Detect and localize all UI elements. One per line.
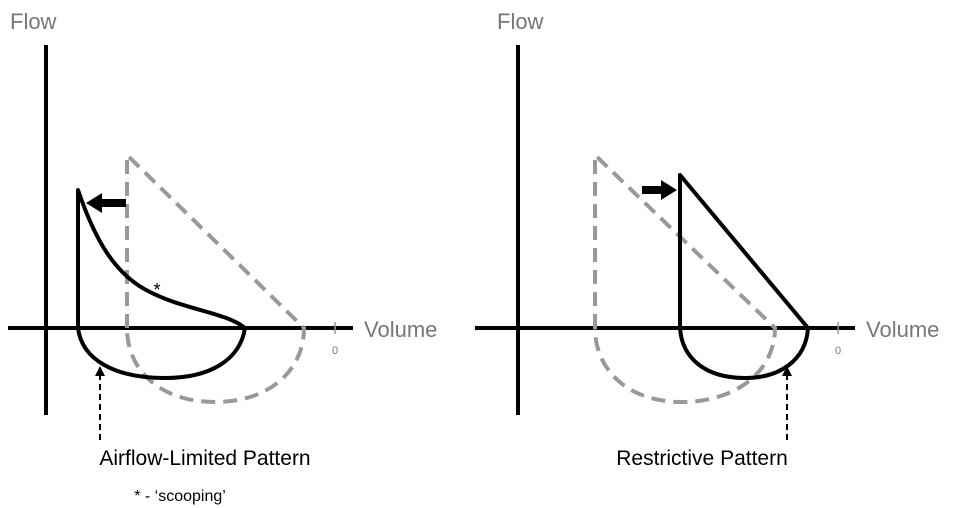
caption: Airflow-Limited Pattern: [99, 447, 310, 470]
zero-label: 0: [835, 345, 841, 357]
footnote: * - ‘scooping’: [134, 488, 226, 505]
restrictive-loop: [678, 173, 810, 380]
pointer-head: [782, 366, 792, 376]
pointer-head: [95, 366, 105, 376]
normal-loop: [125, 150, 307, 405]
caption: Restrictive Pattern: [616, 447, 788, 470]
y-label: Flow: [10, 9, 57, 34]
shift-arrow-head: [86, 193, 102, 213]
y-label: Flow: [497, 9, 544, 34]
airflow-limited-panel: Flow Volume 0 * Airflow-Limited Pattern …: [8, 9, 437, 505]
normal-loop: [593, 150, 778, 405]
airflow-loop: [76, 188, 247, 380]
x-label: Volume: [866, 317, 939, 342]
scoop-marker: *: [153, 280, 160, 300]
zero-label: 0: [332, 345, 338, 357]
shift-arrow-head: [661, 180, 677, 200]
x-label: Volume: [364, 317, 437, 342]
restrictive-panel: Flow Volume 0 Restrictive Pattern: [475, 9, 939, 470]
